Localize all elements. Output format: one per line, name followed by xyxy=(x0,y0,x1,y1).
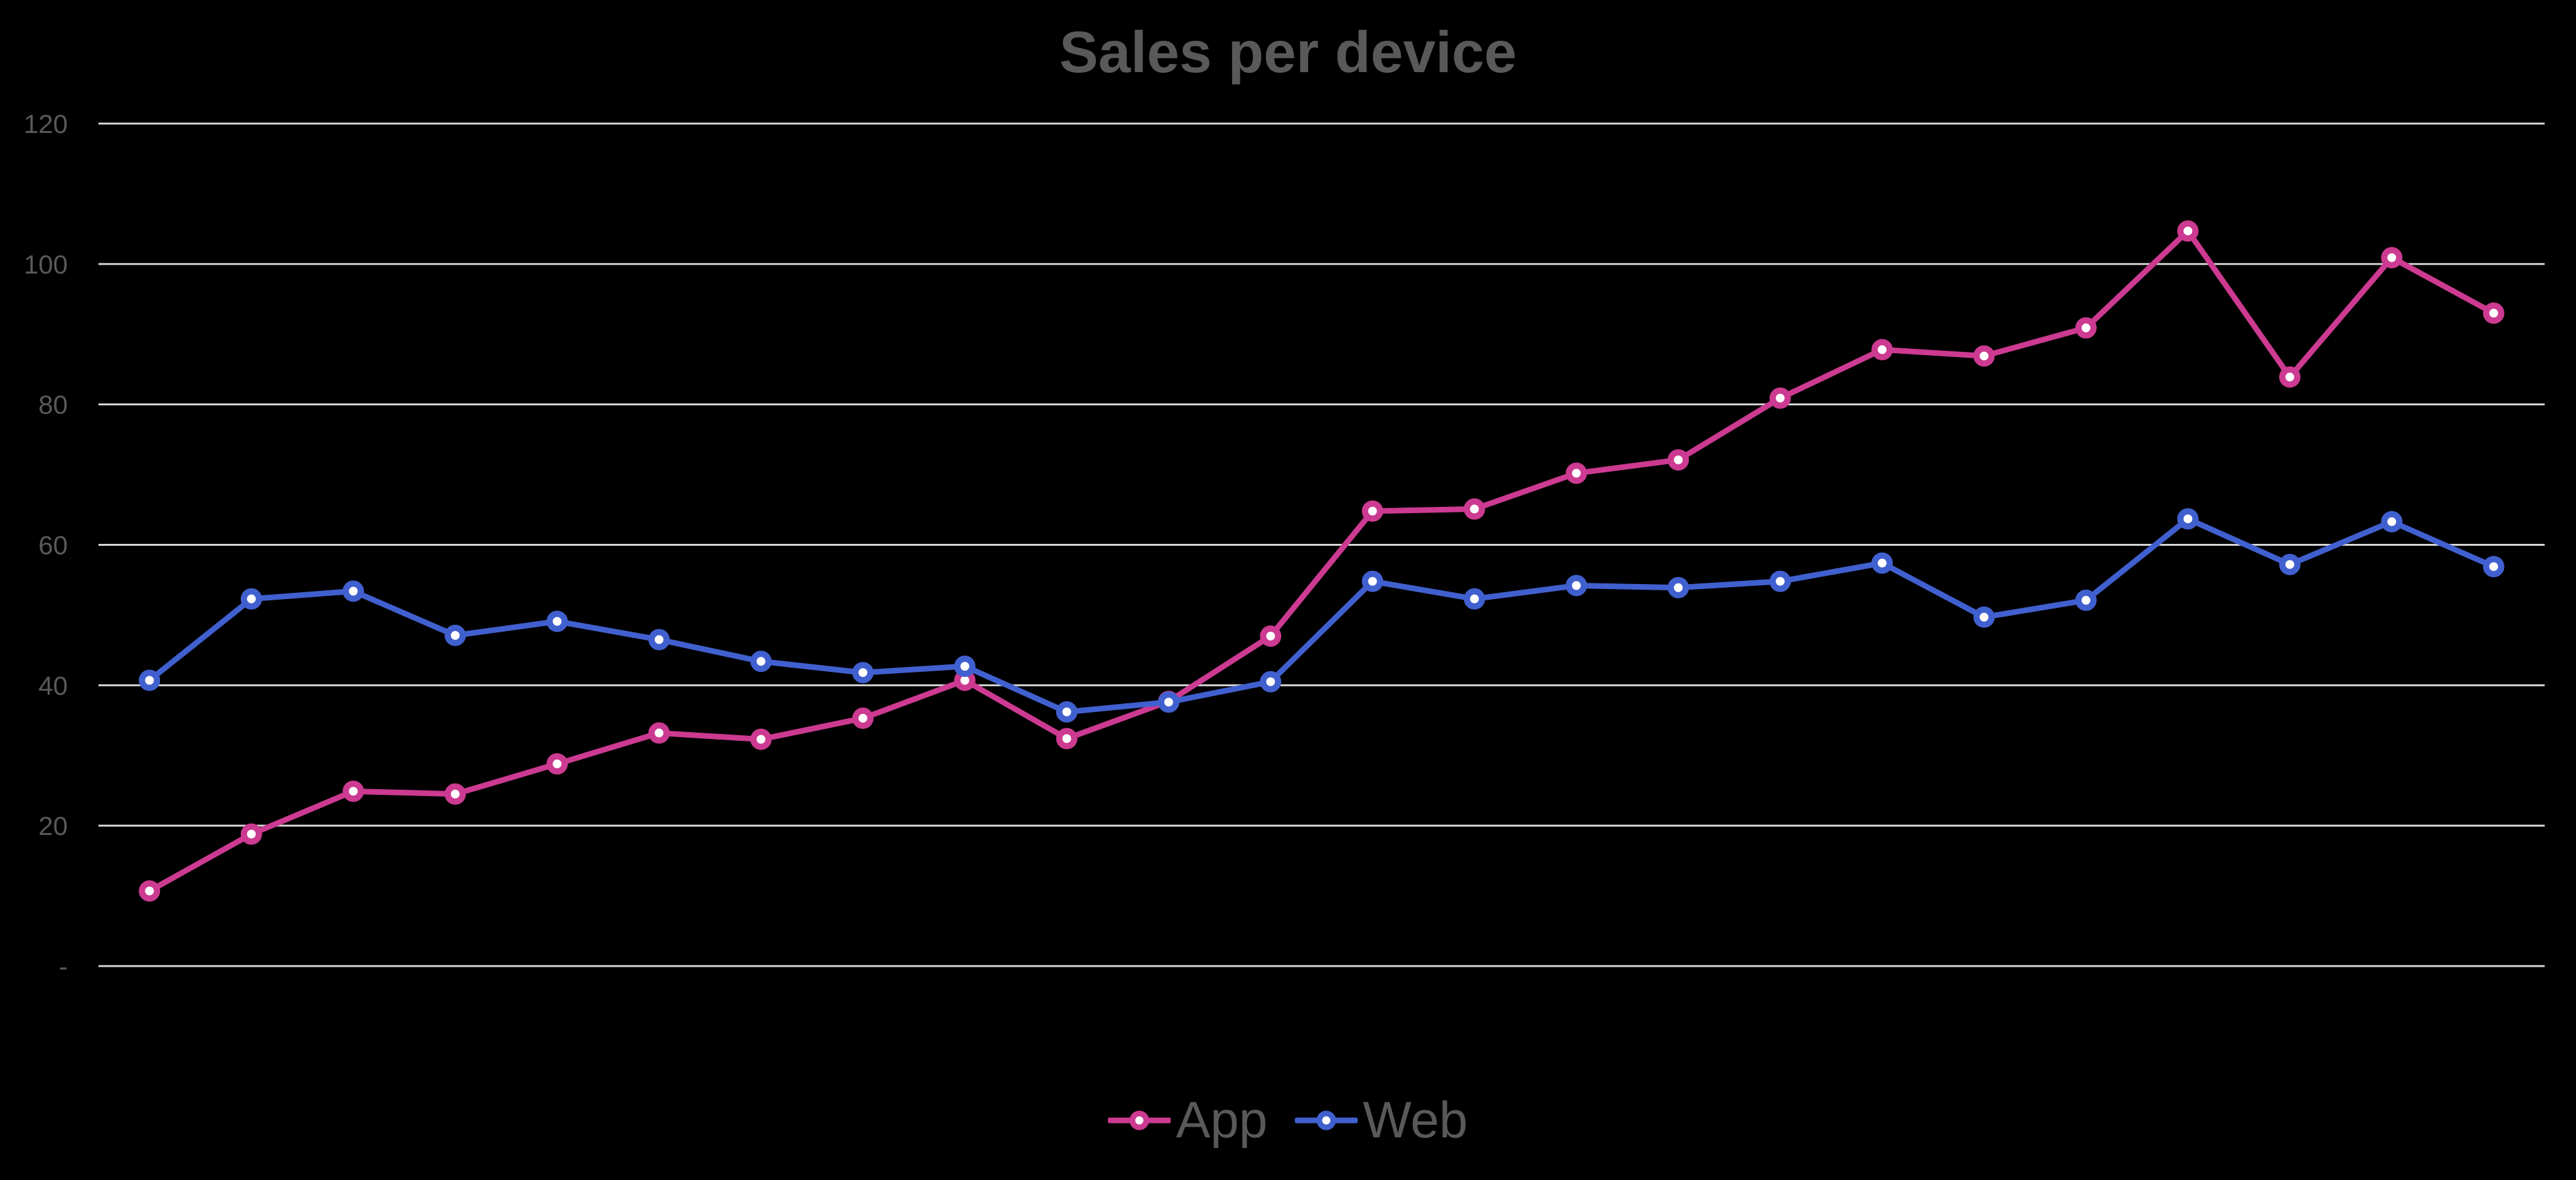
data-point-marker[interactable] xyxy=(954,656,976,678)
data-point-marker[interactable] xyxy=(648,722,670,744)
data-point-marker[interactable] xyxy=(1464,588,1486,610)
y-tick-label: 40 xyxy=(38,671,68,700)
data-point-marker[interactable] xyxy=(750,651,772,672)
data-point-marker[interactable] xyxy=(1973,345,1995,367)
legend: App Web xyxy=(0,1095,2576,1146)
line-marker-icon xyxy=(1295,1110,1358,1130)
data-point-marker[interactable] xyxy=(2483,302,2504,324)
data-point-marker[interactable] xyxy=(2177,508,2199,530)
data-point-marker[interactable] xyxy=(343,780,365,802)
data-point-marker[interactable] xyxy=(750,728,772,750)
data-point-marker[interactable] xyxy=(1260,671,1282,693)
legend-label: Web xyxy=(1363,1092,1468,1149)
data-point-marker[interactable] xyxy=(139,880,161,902)
data-point-marker[interactable] xyxy=(1565,575,1587,597)
data-point-marker[interactable] xyxy=(2381,247,2403,268)
data-point-marker[interactable] xyxy=(1668,449,1690,471)
y-tick-label: 20 xyxy=(38,811,68,841)
series-line xyxy=(146,516,2497,715)
data-point-marker[interactable] xyxy=(2279,366,2301,388)
data-point-marker[interactable] xyxy=(648,629,670,651)
series-layer xyxy=(139,220,2504,902)
chart-title: Sales per device xyxy=(1059,19,1517,85)
data-point-marker[interactable] xyxy=(1056,701,1078,723)
data-point-marker[interactable] xyxy=(1361,500,1383,522)
data-point-marker[interactable] xyxy=(2075,317,2097,339)
line-marker-icon xyxy=(1108,1110,1171,1130)
data-point-marker[interactable] xyxy=(1668,577,1690,598)
data-point-marker[interactable] xyxy=(852,662,874,684)
data-point-marker[interactable] xyxy=(1769,570,1791,592)
legend-item-web[interactable]: Web xyxy=(1295,1092,1468,1149)
y-tick-label: 100 xyxy=(24,250,68,279)
data-point-marker[interactable] xyxy=(139,669,161,691)
y-tick-label: 80 xyxy=(38,390,68,420)
data-point-marker[interactable] xyxy=(343,580,365,602)
data-point-marker[interactable] xyxy=(2075,589,2097,611)
series-line xyxy=(146,228,2497,894)
series-app xyxy=(139,220,2504,902)
data-point-marker[interactable] xyxy=(1464,498,1486,520)
data-point-marker[interactable] xyxy=(2279,553,2301,575)
data-point-marker[interactable] xyxy=(2483,556,2504,578)
legend-item-app[interactable]: App xyxy=(1108,1095,1267,1146)
legend-label: App xyxy=(1176,1092,1268,1149)
data-point-marker[interactable] xyxy=(1260,625,1282,647)
data-point-marker[interactable] xyxy=(546,753,568,775)
data-point-marker[interactable] xyxy=(240,823,262,845)
data-point-marker[interactable] xyxy=(444,783,466,805)
data-point-marker[interactable] xyxy=(546,610,568,632)
y-tick-label: 120 xyxy=(24,109,68,139)
data-point-marker[interactable] xyxy=(240,588,262,610)
y-axis-labels: - 20 40 60 80 100 120 xyxy=(24,109,68,981)
data-point-marker[interactable] xyxy=(1871,339,1893,361)
data-point-marker[interactable] xyxy=(444,624,466,646)
data-point-marker[interactable] xyxy=(1056,728,1078,750)
data-point-marker[interactable] xyxy=(1361,570,1383,592)
data-point-marker[interactable] xyxy=(2177,220,2199,242)
data-point-marker[interactable] xyxy=(1769,387,1791,409)
data-point-marker[interactable] xyxy=(2381,511,2403,533)
gridlines xyxy=(98,122,2545,967)
data-point-marker[interactable] xyxy=(1158,691,1179,713)
series-web xyxy=(139,508,2504,723)
y-tick-label: - xyxy=(59,952,68,981)
data-point-marker[interactable] xyxy=(852,707,874,729)
y-tick-label: 60 xyxy=(38,531,68,560)
data-point-marker[interactable] xyxy=(1973,606,1995,628)
data-point-marker[interactable] xyxy=(1565,462,1587,484)
data-point-marker[interactable] xyxy=(1871,552,1893,574)
